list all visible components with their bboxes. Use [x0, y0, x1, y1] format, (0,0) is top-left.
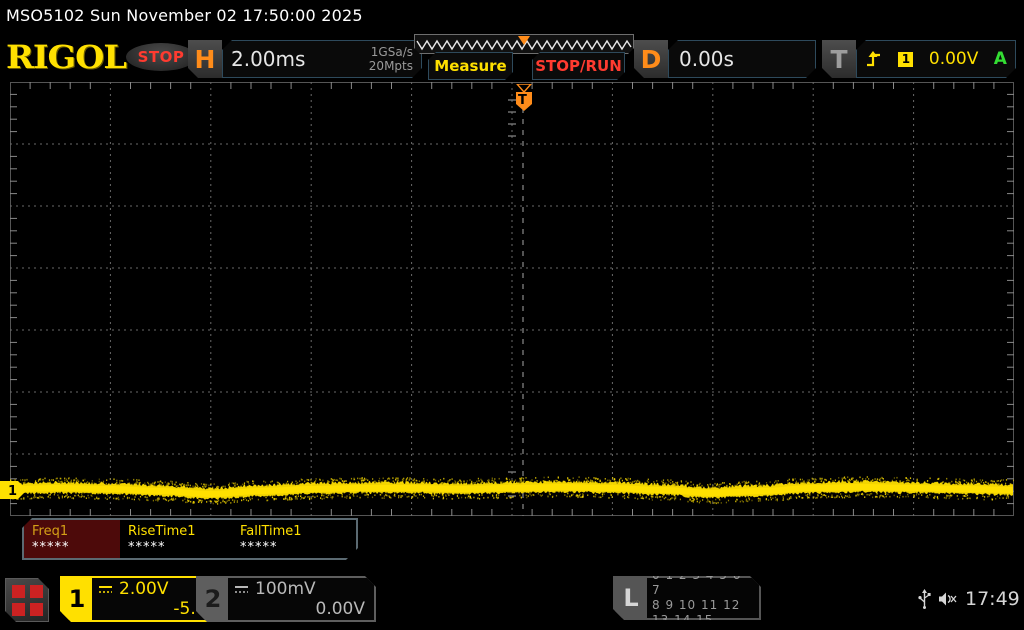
horizontal-settings-group[interactable]: H 2.00ms 1GSa/s 20Mpts: [188, 40, 422, 78]
logic-label: L: [615, 578, 647, 618]
channel-1-number: 1: [62, 578, 92, 620]
measurement-label: RiseTime1: [128, 524, 196, 539]
waveform-overview-icon: [415, 35, 633, 53]
dc-coupling-icon: [98, 584, 113, 595]
rising-edge-icon: [865, 50, 883, 68]
channel-2-offset: 0.00V: [315, 599, 365, 619]
measurement-value: *****: [32, 540, 70, 555]
measure-button[interactable]: Measure: [428, 52, 513, 80]
title-bar: MSO5102 Sun November 02 17:50:00 2025: [0, 0, 1024, 30]
trigger-label: T: [822, 40, 856, 78]
svg-text:T: T: [518, 93, 527, 108]
measurement-panel[interactable]: Freq1 ***** RiseTime1 ***** FallTime1 **…: [22, 518, 358, 560]
measurement-item-freq1[interactable]: Freq1 *****: [24, 520, 120, 558]
run-state-indicator[interactable]: STOP: [126, 43, 196, 71]
channel-2-scale: 100mV: [255, 579, 316, 599]
channel1-marker-icon: 1: [0, 481, 27, 499]
channel-2-button[interactable]: 2 100mV 0.00V: [196, 576, 376, 622]
measurement-label: Freq1: [32, 524, 69, 539]
acquisition-info: 1GSa/s 20Mpts: [369, 45, 413, 73]
delay-value: 0.00s: [679, 47, 734, 71]
channel1-ground-marker[interactable]: 1: [0, 481, 28, 499]
channel-2-number: 2: [198, 578, 228, 620]
waveform-display-area[interactable]: [10, 82, 1014, 516]
timebase-value: 2.00ms: [231, 47, 306, 71]
system-clock: 17:49: [965, 588, 1020, 610]
trigger-source-badge: 1: [898, 52, 913, 67]
speaker-muted-icon[interactable]: [938, 591, 958, 607]
trigger-sweep-mode: A: [993, 49, 1007, 69]
memory-depth-value: 20Mpts: [368, 59, 413, 73]
measurement-item-risetime1[interactable]: RiseTime1 *****: [120, 520, 232, 558]
graticule-grid: [10, 82, 1014, 516]
measurement-label: FallTime1: [240, 524, 302, 539]
grid-menu-icon[interactable]: [5, 578, 49, 622]
measurement-value: *****: [128, 540, 166, 555]
menu-square: [30, 603, 43, 616]
system-status-icons: 17:49: [918, 586, 1020, 612]
measurement-value: *****: [240, 540, 278, 555]
model-datetime-label: MSO5102 Sun November 02 17:50:00 2025: [6, 5, 363, 25]
measurement-item-falltime1[interactable]: FallTime1 *****: [232, 520, 344, 558]
horizontal-label: H: [188, 40, 222, 78]
delay-settings-group[interactable]: D 0.00s: [634, 40, 816, 78]
trigger-settings-group[interactable]: T 1 0.00V A: [822, 40, 1016, 78]
trigger-level-value: 0.00V: [928, 49, 979, 69]
svg-text:1: 1: [8, 484, 17, 499]
menu-square: [12, 585, 25, 598]
channel-1-scale: 2.00V: [119, 579, 169, 599]
channel1-waveform-trace: [10, 476, 1014, 505]
trigger-position-marker[interactable]: T: [513, 83, 535, 112]
stop-run-button[interactable]: STOP/RUN: [532, 52, 625, 80]
sample-rate-value: 1GSa/s: [370, 45, 413, 59]
menu-square: [12, 603, 25, 616]
dc-coupling-icon: [234, 584, 249, 595]
menu-square: [30, 585, 43, 598]
logic-channels-button[interactable]: L 0 1 2 3 4 5 6 7 8 9 10 11 12 13 14 15: [613, 576, 761, 620]
run-state-label: STOP: [137, 48, 185, 66]
delay-label: D: [634, 40, 668, 78]
waveform-overview-strip[interactable]: [414, 34, 634, 54]
usb-icon: [918, 589, 931, 609]
trigger-marker-icon: T: [515, 83, 533, 111]
rigol-logo: RIGOL: [6, 38, 127, 76]
